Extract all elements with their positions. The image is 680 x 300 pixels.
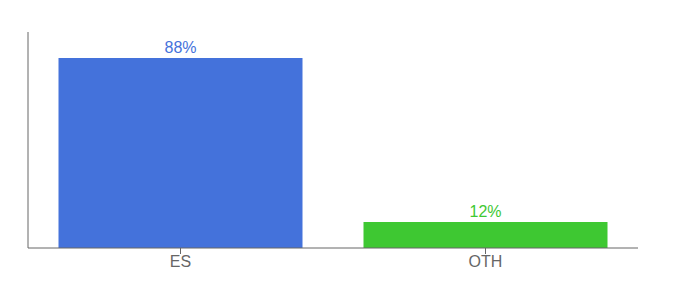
- svg-text:88%: 88%: [164, 39, 196, 56]
- svg-text:ES: ES: [170, 253, 191, 270]
- svg-text:12%: 12%: [469, 203, 501, 220]
- svg-text:OTH: OTH: [469, 253, 503, 270]
